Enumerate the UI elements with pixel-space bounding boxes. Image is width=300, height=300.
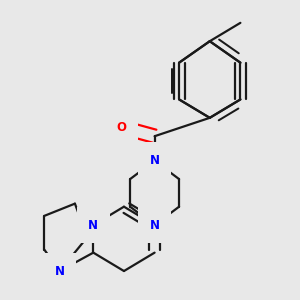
Text: N: N	[150, 219, 160, 232]
Text: O: O	[116, 121, 126, 134]
Text: N: N	[88, 219, 98, 232]
Text: N: N	[55, 265, 64, 278]
Text: N: N	[150, 219, 160, 232]
Text: N: N	[150, 154, 160, 167]
